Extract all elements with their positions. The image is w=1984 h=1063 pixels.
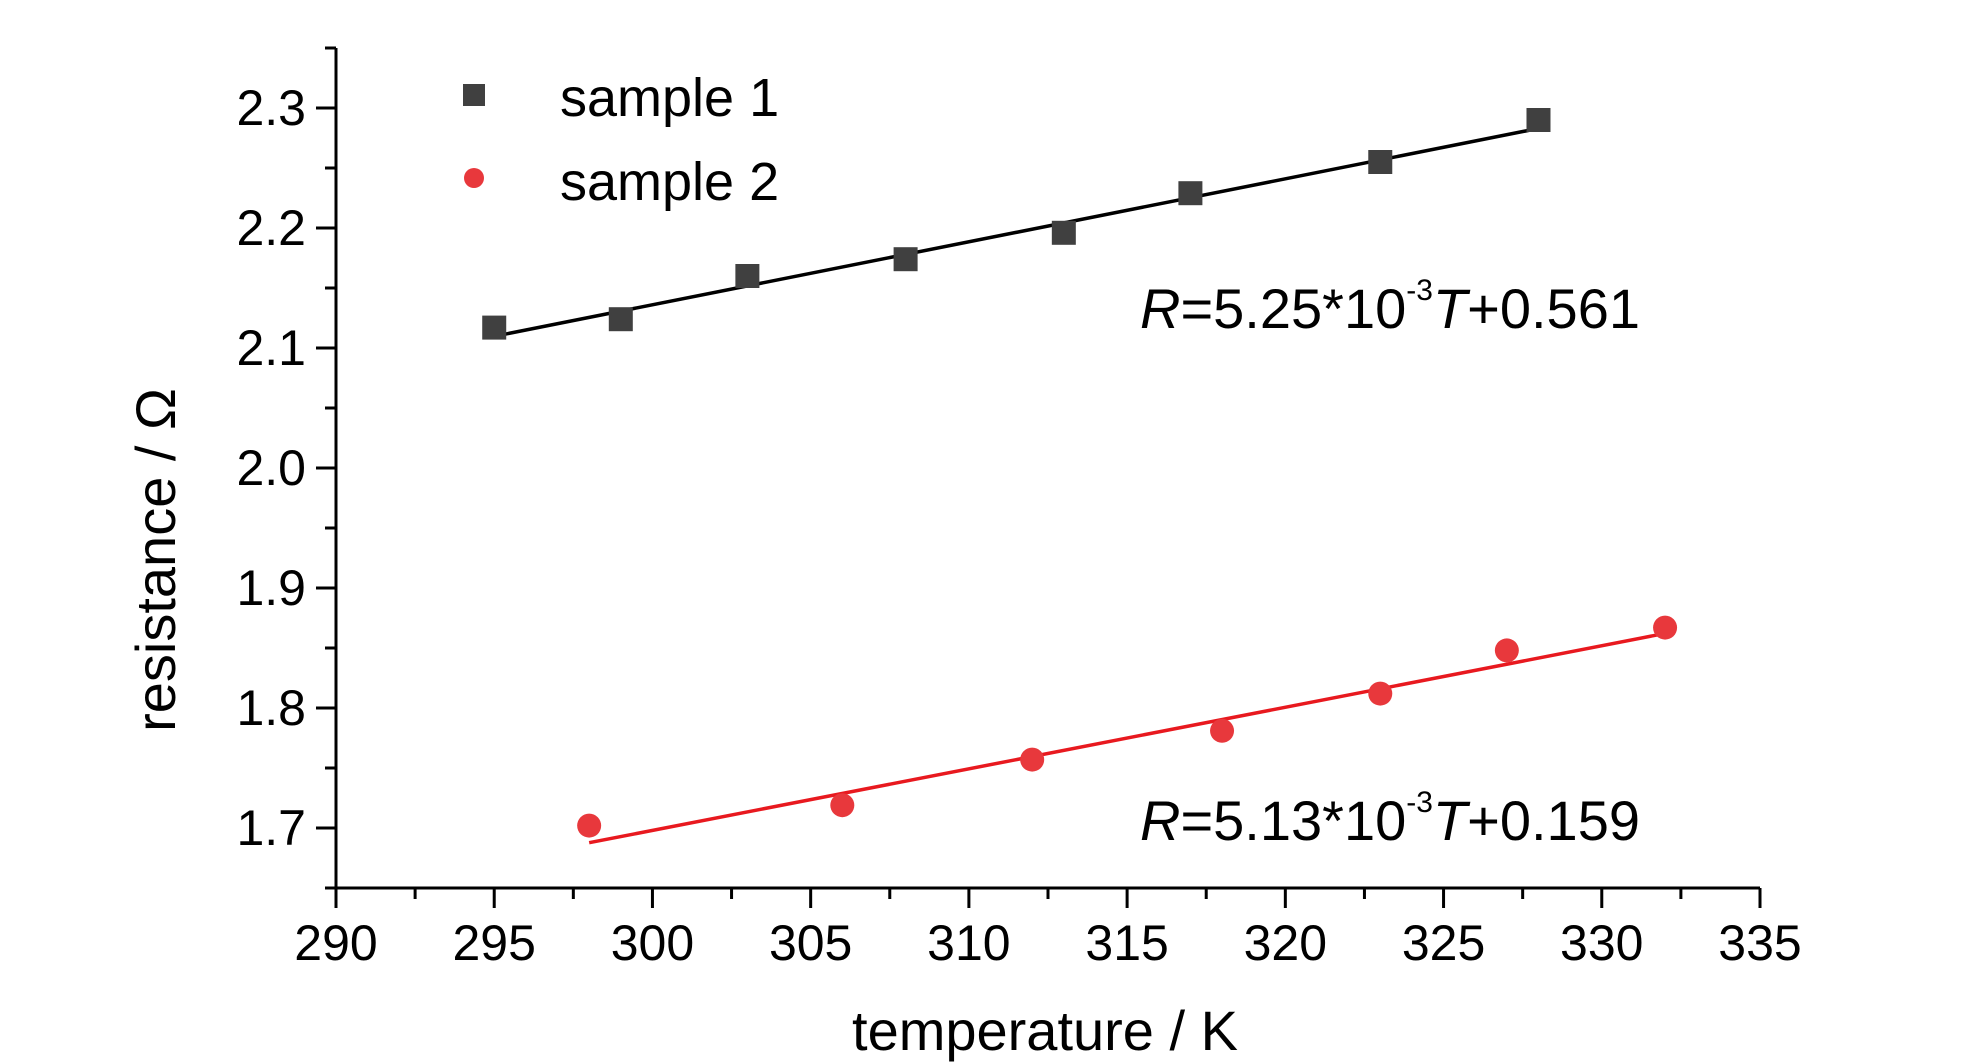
x-tick-label: 300 [611,915,694,971]
point-sample-2 [1494,638,1519,663]
equation-2-tvar: T [1433,789,1471,852]
y-axis-label: resistance / Ω [124,388,187,732]
x-tick-label: 330 [1560,915,1643,971]
x-tick-label: 315 [1085,915,1168,971]
x-axis-label: temperature / K [852,999,1238,1062]
equation-1-exp: -3 [1406,274,1433,307]
x-tick-label: 290 [294,915,377,971]
point-sample-2 [1210,718,1235,743]
y-tick-label: 2.0 [236,440,306,496]
point-sample-2 [1020,747,1045,772]
fit-equations: R=5.25*10-3T+0.561 R=5.13*10-3T+0.159 [1140,274,1640,852]
equation-2-rest: +0.159 [1467,789,1640,852]
point-sample-2 [577,813,602,838]
point-sample-2 [1653,615,1678,640]
y-tick-label: 2.1 [236,320,306,376]
point-sample-2 [1368,681,1393,706]
y-tick-label: 1.7 [236,800,306,856]
point-sample-1 [735,264,760,288]
legend-label-sample-2: sample 2 [560,152,779,212]
equation-1-tvar: T [1433,277,1471,340]
x-tick-label: 325 [1402,915,1485,971]
point-sample-1 [482,315,507,340]
equation-2-var: R [1140,789,1180,852]
point-sample-1 [1051,220,1076,245]
point-sample-2 [830,793,855,818]
fit-lines [493,126,1666,845]
x-tick-label: 310 [927,915,1010,971]
equation-2-exp: -3 [1406,786,1433,819]
legend: sample 1 sample 2 [463,68,779,212]
equation-sample-1: R=5.25*10-3T+0.561 [1140,274,1640,340]
legend-marker-sample-2 [464,168,484,188]
equation-sample-2: R=5.13*10-3T+0.159 [1140,786,1640,852]
equation-2-coef: =5.13*10 [1180,789,1406,852]
equation-1-rest: +0.561 [1467,277,1640,340]
point-sample-1 [893,247,918,272]
equation-1-coef: =5.25*10 [1180,277,1406,340]
equation-1-var: R [1140,277,1180,340]
y-tick-label: 1.9 [236,560,306,616]
legend-marker-sample-1 [463,84,485,106]
x-tick-label: 335 [1718,915,1801,971]
x-tick-label: 295 [453,915,536,971]
x-tick-label: 320 [1244,915,1327,971]
y-tick-label: 1.8 [236,680,306,736]
x-tick-label: 305 [769,915,852,971]
data-points [482,108,1678,838]
fit-line-sample-1 [493,126,1539,339]
point-sample-1 [1526,108,1551,132]
point-sample-1 [1178,181,1203,206]
point-sample-1 [608,307,633,332]
y-tick-label: 2.2 [236,200,306,256]
fit-line-sample-2 [588,631,1666,845]
point-sample-1 [1368,150,1393,174]
axes: 290 295 300 305 310 315 320 325 330 335 1.7 1.8 1.9 2… [236,46,1802,971]
legend-label-sample-1: sample 1 [560,68,779,128]
y-tick-label: 2.3 [236,80,306,136]
